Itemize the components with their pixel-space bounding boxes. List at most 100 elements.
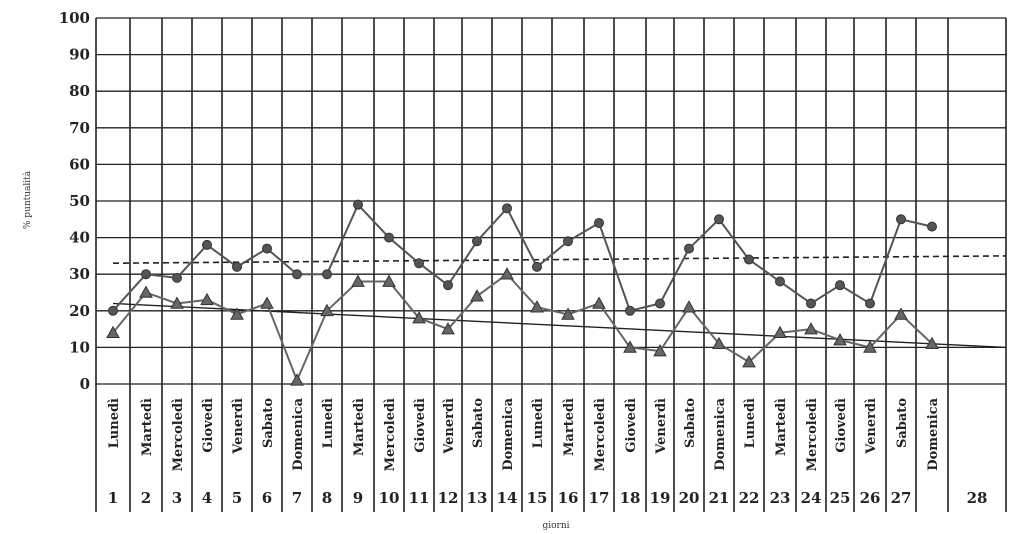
x-day-number-label: 4 [202, 489, 212, 507]
x-day-number-label: 14 [497, 489, 518, 507]
x-day-name-label: Lunedì [107, 398, 122, 448]
x-day-name-label: Martedì [140, 398, 155, 456]
series-line-circle [112, 202, 933, 312]
circle-point [141, 269, 151, 280]
triangle-point [351, 274, 365, 287]
solid-trendline [112, 302, 1007, 349]
y-tick-label: 20 [69, 302, 90, 320]
circle-point [684, 243, 694, 254]
triangle-point [470, 289, 484, 302]
dashed-trendline [112, 255, 1007, 265]
triangle-point [863, 340, 877, 353]
x-axis-label: giorni [542, 521, 569, 531]
y-axis-label: % puntualità [22, 170, 33, 229]
y-tick-label: 70 [69, 119, 90, 137]
x-day-name-label: Mercoledì [805, 398, 820, 471]
circle-point [806, 298, 816, 309]
x-day-number-label: 27 [891, 489, 912, 507]
x-day-name-label: Venerdì [654, 398, 669, 455]
triangle-point [592, 296, 606, 309]
x-day-name-label: Lunedì [321, 398, 336, 448]
x-day-name-label: Domenica [926, 397, 941, 470]
triangle-point [320, 303, 334, 317]
triangle-point [200, 292, 214, 306]
circle-point [472, 236, 482, 247]
circle-point [594, 217, 604, 228]
circle-point [232, 261, 242, 272]
y-tick-label: 100 [59, 9, 90, 27]
triangle-point [894, 307, 908, 320]
x-day-name-label: Mercoledì [383, 398, 398, 471]
x-day-number-label: 28 [967, 489, 988, 507]
x-day-number-label: 20 [679, 489, 700, 507]
circle-point [108, 305, 118, 316]
triangle-point [260, 296, 274, 309]
circle-point [927, 221, 937, 232]
x-day-name-label: Lunedì [531, 398, 546, 448]
x-day-number-label: 11 [409, 489, 430, 507]
x-day-name-label: Giovedì [413, 398, 428, 453]
x-day-name-label: Venerdì [442, 398, 457, 455]
x-day-number-label: 6 [262, 489, 272, 507]
triangle-point [712, 336, 726, 350]
circle-point [292, 269, 302, 280]
x-day-name-label: Domenica [291, 397, 306, 470]
x-day-number-label: 5 [232, 489, 242, 507]
x-day-name-label: Lunedì [743, 398, 758, 448]
triangle-point [773, 325, 787, 339]
triangle-point [682, 300, 696, 313]
triangle-point [925, 336, 939, 350]
x-day-name-label: Sabato [683, 398, 698, 448]
x-day-name-label: Venerdì [864, 398, 879, 455]
circle-point [262, 243, 272, 254]
x-day-number-label: 16 [558, 489, 579, 507]
x-day-number-label: 26 [860, 489, 881, 507]
circle-point [865, 298, 875, 309]
triangle-point [382, 274, 396, 287]
x-day-number-label: 25 [830, 489, 851, 507]
circle-point [775, 276, 785, 287]
circle-point [414, 258, 424, 269]
circle-point [202, 239, 212, 250]
y-tick-label: 60 [69, 155, 90, 173]
x-day-number-label: 12 [438, 489, 459, 507]
x-day-number-label: 13 [467, 489, 488, 507]
triangle-point [530, 300, 544, 313]
triangle-point [561, 307, 575, 320]
triangle-point [230, 307, 244, 320]
x-day-number-label: 10 [379, 489, 400, 507]
triangle-point [742, 355, 756, 368]
x-day-name-label: Giovedì [834, 398, 849, 453]
circle-point [835, 280, 845, 291]
triangle-point [500, 267, 514, 280]
x-day-number-label: 24 [801, 489, 822, 507]
circle-point [744, 254, 754, 265]
y-tick-label: 10 [69, 338, 90, 356]
triangle-point [290, 373, 304, 386]
y-tick-label: 80 [69, 82, 90, 100]
circle-point [172, 272, 182, 283]
x-day-name-label: Mercoledì [171, 398, 186, 471]
circle-point [714, 214, 724, 225]
circle-point [896, 214, 906, 225]
x-day-number-label: 15 [527, 489, 548, 507]
triangle-point [653, 344, 667, 357]
x-day-name-label: Domenica [713, 397, 728, 470]
y-tick-label: 0 [80, 375, 90, 393]
triangle-point [833, 333, 847, 346]
x-day-number-label: 17 [589, 489, 610, 507]
circle-point [502, 203, 512, 214]
series-line-triangle [112, 272, 933, 383]
y-tick-label: 30 [69, 265, 90, 283]
x-day-number-label: 21 [709, 489, 730, 507]
circle-point [322, 269, 332, 280]
triangle-point [106, 325, 120, 339]
x-day-number-label: 1 [108, 489, 118, 507]
x-day-name-label: Sabato [471, 398, 486, 448]
x-day-name-label: Domenica [501, 397, 516, 470]
x-day-name-label: Sabato [261, 398, 276, 448]
triangle-point [804, 322, 818, 335]
x-day-name-label: Venerdì [231, 398, 246, 455]
circle-point [532, 261, 542, 272]
